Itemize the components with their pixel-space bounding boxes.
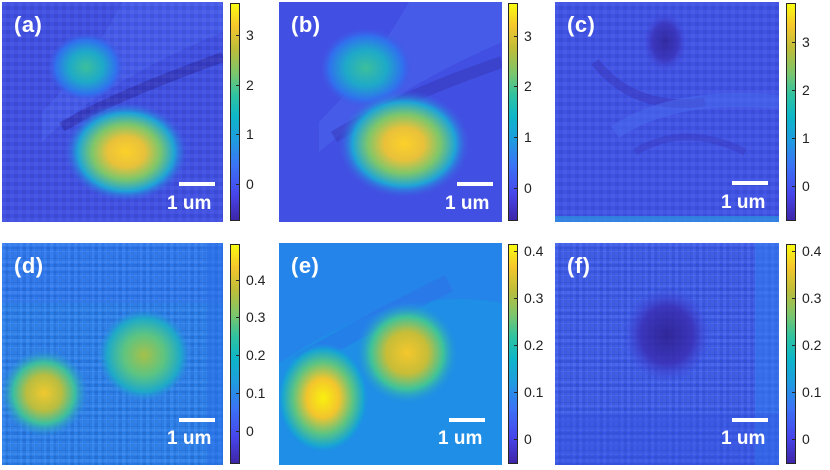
panel-f-tick-mark bbox=[792, 439, 796, 440]
panel-b-tick-3: 3 bbox=[524, 28, 532, 44]
panel-d-tick-0.1: 0.1 bbox=[246, 385, 266, 401]
panel-d-tick-0: 0 bbox=[246, 423, 254, 439]
panel-e-tick-0.4: 0.4 bbox=[524, 243, 544, 259]
panel-d-tick-mark bbox=[236, 317, 240, 318]
panel-f-tick-mark bbox=[792, 392, 796, 393]
panel-f-tick-0.3: 0.3 bbox=[802, 290, 822, 306]
panel-f-scale-bar bbox=[732, 418, 768, 422]
panel-d-image: (d) 1 um bbox=[2, 243, 223, 465]
panel-d-tick-mark bbox=[236, 355, 240, 356]
panel-d-tick-0.3: 0.3 bbox=[246, 309, 266, 325]
panel-b-label: (b) bbox=[291, 12, 321, 37]
panel-b-tick-mark bbox=[514, 86, 518, 87]
panel-a-tick-3: 3 bbox=[246, 27, 254, 43]
panel-f-label: (f) bbox=[567, 253, 591, 278]
panel-c-heatmap bbox=[555, 2, 779, 222]
panel-a-label: (a) bbox=[14, 12, 43, 37]
panel-a-tick-mark bbox=[236, 35, 240, 36]
panel-f-tick-0: 0 bbox=[802, 431, 810, 447]
panel-e-tick-0.1: 0.1 bbox=[524, 384, 544, 400]
panel-e-scale-bar bbox=[449, 418, 485, 422]
panel-b-tick-mark bbox=[514, 188, 518, 189]
panel-f-colorbar bbox=[786, 244, 796, 464]
panel-c-tick-mark bbox=[792, 186, 796, 187]
panel-d-label: (d) bbox=[14, 253, 44, 278]
panel-c-tick-mark bbox=[792, 42, 796, 43]
panel-e-tick-0: 0 bbox=[524, 431, 532, 447]
panel-e-scale-label: 1 um bbox=[438, 428, 483, 449]
panel-b-scale-label: 1 um bbox=[445, 193, 490, 214]
panel-b-colorbar bbox=[508, 3, 518, 221]
panel-c-tick-mark bbox=[792, 90, 796, 91]
panel-a-tick-1: 1 bbox=[246, 126, 254, 142]
panel-e-tick-mark bbox=[514, 439, 518, 440]
panel-f-tick-mark bbox=[792, 345, 796, 346]
panel-a-image: (a) 1 um bbox=[2, 2, 223, 222]
panel-b-scale-bar bbox=[457, 182, 493, 186]
panel-c-tick-0: 0 bbox=[802, 178, 810, 194]
panel-b-heatmap bbox=[279, 2, 502, 222]
panel-f-scale-label: 1 um bbox=[721, 428, 766, 449]
panel-c-scale-bar bbox=[732, 181, 768, 185]
panel-a-tick-0: 0 bbox=[246, 176, 254, 192]
panel-b-tick-1: 1 bbox=[524, 129, 532, 145]
panel-a-scale-bar bbox=[179, 182, 215, 186]
panel-c-label: (c) bbox=[567, 12, 596, 37]
panel-e-tick-mark bbox=[514, 392, 518, 393]
panel-a-tick-mark bbox=[236, 85, 240, 86]
panel-a-tick-2: 2 bbox=[246, 77, 254, 93]
panel-e-colorbar bbox=[508, 244, 518, 464]
panel-d-colorbar bbox=[230, 244, 240, 464]
panel-d-tick-mark bbox=[236, 280, 240, 281]
panel-b-image: (b) 1 um bbox=[279, 2, 502, 222]
panel-c-tick-1: 1 bbox=[802, 130, 810, 146]
panel-d-scale-label: 1 um bbox=[167, 428, 212, 449]
panel-d-tick-mark bbox=[236, 431, 240, 432]
panel-c-tick-3: 3 bbox=[802, 34, 810, 50]
panel-f-tick-0.1: 0.1 bbox=[802, 384, 822, 400]
panel-f-heatmap bbox=[555, 243, 779, 465]
panel-e-tick-0.2: 0.2 bbox=[524, 337, 544, 353]
panel-c-image: (c) 1 um bbox=[555, 2, 779, 222]
panel-e-label: (e) bbox=[291, 253, 320, 278]
panel-e-tick-mark bbox=[514, 345, 518, 346]
panel-d-heatmap bbox=[2, 243, 223, 465]
panel-b-tick-2: 2 bbox=[524, 78, 532, 94]
panel-a-scale-label: 1 um bbox=[167, 193, 212, 214]
panel-f-image: (f) 1 um bbox=[555, 243, 779, 465]
panel-b-tick-mark bbox=[514, 36, 518, 37]
panel-a-tick-mark bbox=[236, 184, 240, 185]
panel-c-tick-mark bbox=[792, 138, 796, 139]
panel-b-tick-0: 0 bbox=[524, 180, 532, 196]
panel-b-tick-mark bbox=[514, 137, 518, 138]
panel-c-colorbar bbox=[786, 3, 796, 221]
panel-f-tick-mark bbox=[792, 251, 796, 252]
panel-f-tick-0.2: 0.2 bbox=[802, 337, 822, 353]
panel-e-tick-mark bbox=[514, 298, 518, 299]
panel-d-tick-0.4: 0.4 bbox=[246, 272, 266, 288]
panel-e-image: (e) 1 um bbox=[279, 243, 502, 465]
panel-d-tick-0.2: 0.2 bbox=[246, 347, 266, 363]
panel-e-heatmap bbox=[279, 243, 502, 465]
panel-c-scale-label: 1 um bbox=[721, 192, 766, 213]
panel-f-tick-mark bbox=[792, 298, 796, 299]
panel-d-scale-bar bbox=[179, 418, 215, 422]
panel-a-heatmap bbox=[2, 2, 223, 222]
panel-a-tick-mark bbox=[236, 134, 240, 135]
panel-d-tick-mark bbox=[236, 393, 240, 394]
panel-c-tick-2: 2 bbox=[802, 82, 810, 98]
panel-e-tick-0.3: 0.3 bbox=[524, 290, 544, 306]
panel-f-tick-0.4: 0.4 bbox=[802, 243, 822, 259]
panel-a-colorbar bbox=[230, 3, 240, 221]
panel-e-tick-mark bbox=[514, 251, 518, 252]
